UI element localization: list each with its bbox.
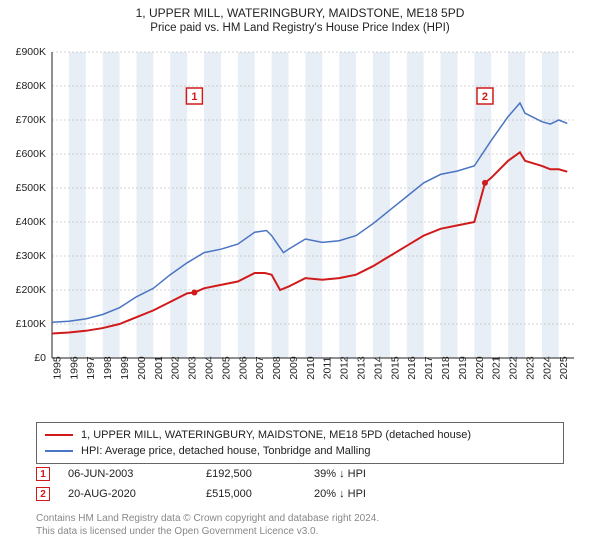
- svg-text:2020: 2020: [474, 356, 486, 380]
- chart-title-line1: 1, UPPER MILL, WATERINGBURY, MAIDSTONE, …: [0, 6, 600, 20]
- footer-attribution: Contains HM Land Registry data © Crown c…: [36, 512, 564, 538]
- chart-title-line2: Price paid vs. HM Land Registry's House …: [0, 22, 600, 34]
- legend: 1, UPPER MILL, WATERINGBURY, MAIDSTONE, …: [36, 422, 564, 464]
- sale-annotations: 1 06-JUN-2003 £192,500 39% ↓ HPI 2 20-AUG-202…: [36, 464, 564, 504]
- chart-area: 1995 1996 1997 1998 1999 2000 2001 2002 2003 2004…: [0, 44, 600, 412]
- legend-label: HPI: Average price, detached house, Tonb…: [81, 445, 370, 457]
- sale-marker-icon: 1: [36, 467, 50, 481]
- legend-row: 1, UPPER MILL, WATERINGBURY, MAIDSTONE, …: [45, 427, 555, 443]
- sale-marker-icon: 2: [36, 487, 50, 501]
- svg-text:2008: 2008: [271, 356, 283, 380]
- sale-row: 1 06-JUN-2003 £192,500 39% ↓ HPI: [36, 464, 564, 484]
- svg-text:£500K: £500K: [16, 182, 46, 194]
- sale-row: 2 20-AUG-2020 £515,000 20% ↓ HPI: [36, 484, 564, 504]
- svg-text:1995: 1995: [51, 356, 63, 380]
- sale-price: £515,000: [206, 488, 296, 500]
- svg-text:2011: 2011: [322, 357, 334, 380]
- svg-text:£600K: £600K: [16, 148, 46, 160]
- svg-text:£400K: £400K: [16, 216, 46, 228]
- svg-text:1999: 1999: [119, 356, 131, 380]
- sale-delta: 20% ↓ HPI: [314, 488, 394, 500]
- svg-text:2: 2: [482, 91, 488, 103]
- svg-text:£700K: £700K: [16, 114, 46, 126]
- svg-text:£800K: £800K: [16, 80, 46, 92]
- legend-row: HPI: Average price, detached house, Tonb…: [45, 443, 555, 459]
- svg-text:2024: 2024: [541, 356, 553, 380]
- svg-text:2021: 2021: [491, 356, 503, 380]
- svg-text:2004: 2004: [203, 356, 215, 380]
- svg-text:2022: 2022: [508, 356, 520, 380]
- sale-date: 06-JUN-2003: [68, 468, 188, 480]
- svg-text:2014: 2014: [372, 356, 384, 380]
- svg-text:1997: 1997: [85, 356, 97, 380]
- legend-label: 1, UPPER MILL, WATERINGBURY, MAIDSTONE, …: [81, 429, 471, 441]
- svg-text:2005: 2005: [220, 356, 232, 380]
- svg-text:2002: 2002: [170, 356, 182, 380]
- sale-point-2: [482, 180, 488, 186]
- svg-text:£900K: £900K: [16, 46, 46, 58]
- svg-text:2006: 2006: [237, 356, 249, 380]
- svg-text:£0: £0: [34, 352, 46, 364]
- footer-line1: Contains HM Land Registry data © Crown c…: [36, 512, 564, 525]
- svg-text:1998: 1998: [102, 356, 114, 380]
- svg-text:2001: 2001: [153, 356, 165, 380]
- sale-point-1: [191, 290, 197, 296]
- sale-delta: 39% ↓ HPI: [314, 468, 394, 480]
- svg-text:1: 1: [191, 91, 197, 103]
- svg-text:2003: 2003: [187, 356, 199, 380]
- svg-text:2009: 2009: [288, 356, 300, 380]
- line-chart: 1995 1996 1997 1998 1999 2000 2001 2002 2003 2004…: [0, 44, 600, 412]
- svg-text:2018: 2018: [440, 356, 452, 380]
- svg-text:£300K: £300K: [16, 250, 46, 262]
- legend-swatch: [45, 450, 73, 452]
- svg-text:2019: 2019: [457, 356, 469, 380]
- footer-line2: This data is licensed under the Open Gov…: [36, 525, 564, 538]
- svg-text:2015: 2015: [389, 356, 401, 380]
- svg-text:2013: 2013: [356, 356, 368, 380]
- svg-text:1996: 1996: [68, 356, 80, 380]
- svg-text:2012: 2012: [339, 356, 351, 380]
- svg-text:2025: 2025: [558, 356, 570, 380]
- svg-text:2000: 2000: [136, 356, 148, 380]
- svg-text:2017: 2017: [423, 356, 435, 380]
- svg-text:2007: 2007: [254, 356, 266, 380]
- sale-date: 20-AUG-2020: [68, 488, 188, 500]
- svg-text:2010: 2010: [305, 356, 317, 380]
- legend-swatch: [45, 434, 73, 436]
- svg-text:2023: 2023: [524, 356, 536, 380]
- svg-text:£200K: £200K: [16, 284, 46, 296]
- sale-price: £192,500: [206, 468, 296, 480]
- svg-text:2016: 2016: [406, 356, 418, 380]
- svg-text:£100K: £100K: [16, 318, 46, 330]
